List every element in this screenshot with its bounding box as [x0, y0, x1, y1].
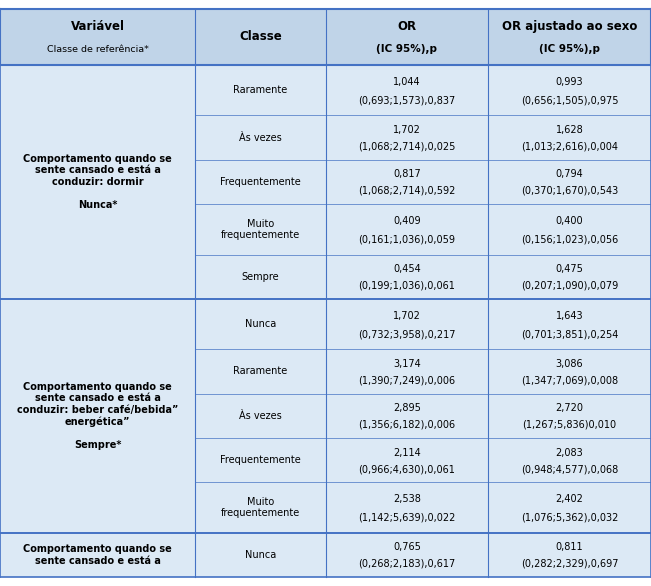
Text: (IC 95%),p: (IC 95%),p	[376, 45, 437, 54]
Bar	[0, 254, 651, 299]
Text: 1,044: 1,044	[393, 77, 421, 87]
Text: (1,347;7,069),0,008: (1,347;7,069),0,008	[521, 376, 618, 386]
Text: Muito
frequentemente: Muito frequentemente	[221, 497, 300, 519]
Text: 0,765: 0,765	[393, 543, 421, 553]
Text: Sempre: Sempre	[242, 272, 279, 282]
Text: OR ajustado ao sexo: OR ajustado ao sexo	[502, 21, 637, 33]
Text: 2,402: 2,402	[556, 494, 583, 504]
Text: Variável: Variável	[71, 21, 124, 33]
Text: Comportamento quando se
sente cansado e está a
conduzir: dormir

Nunca*: Comportamento quando se sente cansado e …	[23, 154, 172, 210]
Text: (0,370;1,670),0,543: (0,370;1,670),0,543	[521, 186, 618, 196]
Text: (0,966;4,630),0,061: (0,966;4,630),0,061	[359, 464, 455, 474]
Text: 1,702: 1,702	[393, 311, 421, 321]
Text: 0,817: 0,817	[393, 169, 421, 179]
Text: 2,083: 2,083	[556, 448, 583, 458]
Text: Classe: Classe	[239, 30, 282, 43]
Bar	[0, 299, 651, 349]
Bar	[0, 394, 651, 438]
Text: Comportamento quando se
sente cansado e está a: Comportamento quando se sente cansado e …	[23, 544, 172, 566]
Text: (1,013;2,616),0,004: (1,013;2,616),0,004	[521, 141, 618, 151]
Text: 0,400: 0,400	[556, 216, 583, 226]
Text: (0,732;3,958),0,217: (0,732;3,958),0,217	[358, 329, 456, 339]
Text: 2,114: 2,114	[393, 448, 421, 458]
Text: Raramente: Raramente	[233, 85, 288, 95]
Text: 0,409: 0,409	[393, 216, 421, 226]
Text: (0,207;1,090),0,079: (0,207;1,090),0,079	[521, 281, 618, 291]
Text: Nunca: Nunca	[245, 319, 276, 329]
Text: (1,267;5,836)0,010: (1,267;5,836)0,010	[523, 420, 616, 430]
Text: (0,268;2,183),0,617: (0,268;2,183),0,617	[358, 559, 456, 569]
Text: Frequentemente: Frequentemente	[220, 455, 301, 465]
Text: (1,356;6,182),0,006: (1,356;6,182),0,006	[358, 420, 456, 430]
Text: 0,475: 0,475	[556, 264, 583, 274]
Text: (0,156;1,023),0,056: (0,156;1,023),0,056	[521, 234, 618, 244]
Text: 1,628: 1,628	[556, 125, 583, 135]
Text: 0,454: 0,454	[393, 264, 421, 274]
Text: (1,142;5,639),0,022: (1,142;5,639),0,022	[358, 513, 456, 523]
Bar	[0, 160, 651, 204]
Text: 0,794: 0,794	[556, 169, 583, 179]
Text: (1,076;5,362),0,032: (1,076;5,362),0,032	[521, 513, 618, 523]
Text: 2,895: 2,895	[393, 403, 421, 413]
Bar	[0, 482, 651, 533]
Text: 3,086: 3,086	[556, 359, 583, 369]
Bar	[0, 65, 651, 115]
Text: Raramente: Raramente	[233, 366, 288, 376]
Bar	[0, 349, 651, 394]
Text: Muito
frequentemente: Muito frequentemente	[221, 219, 300, 240]
Text: 2,538: 2,538	[393, 494, 421, 504]
Text: (1,390;7,249),0,006: (1,390;7,249),0,006	[358, 376, 456, 386]
Text: (0,693;1,573),0,837: (0,693;1,573),0,837	[358, 96, 456, 105]
Text: (0,282;2,329),0,697: (0,282;2,329),0,697	[521, 559, 618, 569]
Bar	[0, 438, 651, 482]
Text: 1,702: 1,702	[393, 125, 421, 135]
Text: Classe de referência*: Classe de referência*	[47, 45, 148, 54]
Text: (0,199;1,036),0,061: (0,199;1,036),0,061	[359, 281, 455, 291]
Text: Às vezes: Às vezes	[239, 132, 282, 142]
Text: (1,068;2,714),0,025: (1,068;2,714),0,025	[358, 141, 456, 151]
Text: 0,811: 0,811	[556, 543, 583, 553]
Bar	[0, 204, 651, 254]
Text: (0,656;1,505),0,975: (0,656;1,505),0,975	[521, 96, 618, 105]
Text: Comportamento quando se
sente cansado e está a
conduzir: beber café/bebida”
ener: Comportamento quando se sente cansado e …	[17, 381, 178, 450]
Text: Às vezes: Às vezes	[239, 411, 282, 421]
Text: (0,701;3,851),0,254: (0,701;3,851),0,254	[521, 329, 618, 339]
Text: (IC 95%),p: (IC 95%),p	[539, 45, 600, 54]
Text: 1,643: 1,643	[556, 311, 583, 321]
Bar	[0, 115, 651, 160]
Text: 3,174: 3,174	[393, 359, 421, 369]
Bar	[0, 9, 651, 65]
Text: (1,068;2,714),0,592: (1,068;2,714),0,592	[358, 186, 456, 196]
Text: 2,720: 2,720	[555, 403, 584, 413]
Text: 0,993: 0,993	[556, 77, 583, 87]
Text: Nunca: Nunca	[245, 550, 276, 560]
Text: OR: OR	[397, 21, 417, 33]
Text: (0,161;1,036),0,059: (0,161;1,036),0,059	[358, 234, 456, 244]
Bar	[0, 533, 651, 577]
Text: (0,948;4,577),0,068: (0,948;4,577),0,068	[521, 464, 618, 474]
Text: Frequentemente: Frequentemente	[220, 177, 301, 187]
